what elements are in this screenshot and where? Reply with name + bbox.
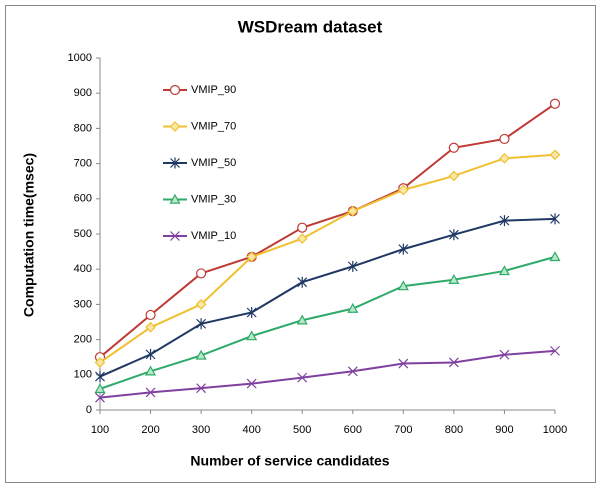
- legend-label: VMIP_30: [191, 193, 236, 205]
- series-line: [99, 102, 556, 358]
- legend-label: VMIP_90: [191, 84, 236, 96]
- legend-marker: [169, 84, 181, 96]
- marker: [549, 98, 561, 109]
- x-tick-label: 200: [141, 424, 159, 436]
- marker: [145, 321, 156, 333]
- marker: [297, 372, 308, 383]
- series-line: [99, 153, 556, 364]
- marker: [145, 348, 156, 360]
- x-tick-label: 400: [242, 424, 260, 436]
- x-tick-label: 800: [445, 424, 463, 436]
- marker: [448, 142, 459, 153]
- marker: [296, 233, 308, 244]
- y-tick-label: 800: [74, 122, 92, 134]
- marker: [246, 306, 257, 318]
- marker: [498, 265, 510, 276]
- x-tick-label: 300: [192, 424, 210, 436]
- marker: [246, 251, 258, 263]
- marker: [499, 133, 510, 145]
- marker: [145, 309, 156, 321]
- marker: [297, 222, 308, 233]
- marker: [550, 213, 560, 225]
- chart-frame: [5, 5, 596, 483]
- marker: [296, 314, 308, 325]
- marker: [196, 318, 207, 330]
- marker: [448, 170, 460, 182]
- marker: [196, 268, 207, 279]
- marker: [145, 365, 157, 376]
- marker: [347, 205, 359, 217]
- marker: [94, 383, 106, 394]
- x-tick-label: 900: [495, 424, 513, 436]
- marker: [195, 349, 207, 360]
- legend-label: VMIP_70: [191, 120, 236, 132]
- marker: [398, 243, 409, 255]
- x-tick-label: 100: [91, 424, 109, 436]
- legend-label: VMIP_50: [191, 157, 236, 169]
- series-line: [99, 255, 556, 390]
- marker: [297, 276, 308, 288]
- marker: [448, 229, 459, 241]
- marker: [196, 383, 207, 394]
- x-tick-label: 600: [344, 424, 362, 436]
- marker: [94, 357, 106, 368]
- y-tick-label: 1000: [68, 52, 92, 64]
- y-tick-label: 400: [74, 263, 92, 275]
- series-line: [99, 349, 556, 399]
- y-tick-label: 100: [74, 369, 92, 381]
- marker: [145, 387, 156, 398]
- x-tick-label: 500: [293, 424, 311, 436]
- legend-marker: [170, 231, 180, 241]
- marker: [347, 366, 358, 377]
- y-tick-label: 600: [74, 193, 92, 205]
- marker: [499, 215, 510, 227]
- marker: [448, 274, 460, 284]
- marker: [550, 345, 560, 356]
- y-tick-label: 0: [86, 404, 92, 416]
- legend-marker: [169, 193, 181, 204]
- x-tick-label: 700: [394, 424, 412, 436]
- marker: [448, 357, 459, 368]
- series-line: [99, 217, 556, 378]
- legend-label: VMIP_10: [191, 230, 236, 242]
- marker: [549, 149, 561, 161]
- marker: [95, 371, 105, 383]
- marker: [499, 349, 510, 360]
- y-tick-label: 700: [74, 158, 92, 170]
- y-tick-label: 200: [74, 334, 92, 346]
- marker: [246, 378, 257, 389]
- marker: [398, 358, 409, 369]
- marker: [347, 260, 358, 272]
- x-axis-label: Number of service candidates: [190, 453, 389, 469]
- legend-marker: [169, 121, 181, 132]
- legend-marker: [170, 157, 180, 169]
- y-tick-label: 900: [74, 87, 92, 99]
- marker: [195, 299, 207, 310]
- marker: [549, 251, 561, 262]
- marker: [95, 392, 105, 403]
- marker: [499, 152, 510, 164]
- y-tick-label: 500: [74, 228, 92, 240]
- x-tick-label: 1000: [543, 424, 567, 436]
- marker: [397, 184, 409, 196]
- marker: [347, 302, 359, 313]
- marker: [246, 330, 258, 341]
- chart-title: WSDream dataset: [238, 17, 383, 36]
- y-axis-label: Computation time(msec): [21, 153, 37, 317]
- marker: [397, 280, 409, 291]
- y-tick-label: 300: [74, 298, 92, 310]
